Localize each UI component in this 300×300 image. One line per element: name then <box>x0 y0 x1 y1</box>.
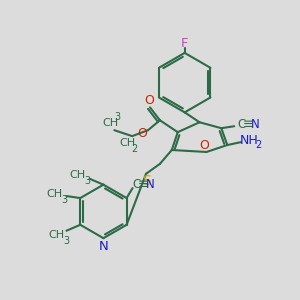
Text: 3: 3 <box>85 176 91 186</box>
Text: ≡: ≡ <box>243 118 253 131</box>
Text: 2: 2 <box>131 144 137 154</box>
Text: O: O <box>137 127 147 140</box>
Text: CH: CH <box>102 118 119 128</box>
Text: N: N <box>146 178 155 191</box>
Text: C: C <box>237 118 245 131</box>
Text: N: N <box>99 240 108 253</box>
Text: CH: CH <box>46 189 63 199</box>
Text: CH: CH <box>70 170 86 180</box>
Text: NH: NH <box>240 134 258 147</box>
Text: O: O <box>200 139 209 152</box>
Text: CH: CH <box>48 230 64 240</box>
Text: O: O <box>144 94 154 107</box>
Text: F: F <box>181 38 188 50</box>
Text: 2: 2 <box>255 140 261 150</box>
Text: CH: CH <box>119 138 135 148</box>
Text: 3: 3 <box>63 236 70 246</box>
Text: S: S <box>142 174 150 188</box>
Text: 3: 3 <box>114 112 120 122</box>
Text: N: N <box>250 118 260 131</box>
Text: 3: 3 <box>61 195 68 205</box>
Text: C: C <box>132 178 141 191</box>
Text: ≡: ≡ <box>138 178 149 191</box>
